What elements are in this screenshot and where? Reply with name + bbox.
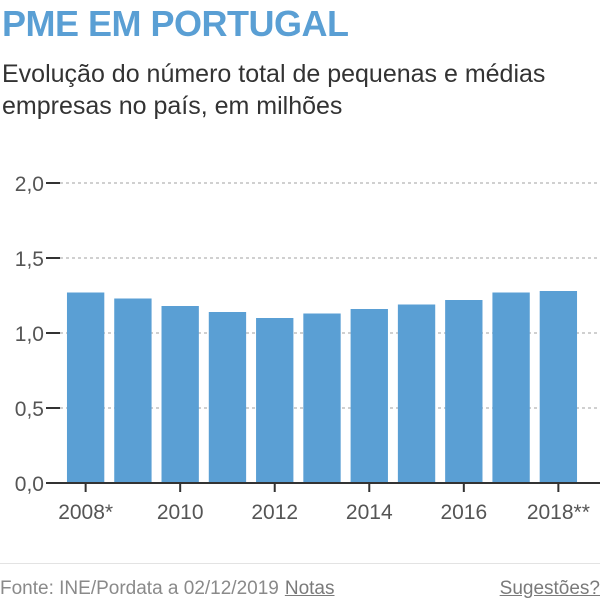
bar [445,300,483,483]
notes-link[interactable]: Notas [284,578,335,599]
bar [303,313,341,483]
chart-title: PME EM PORTUGAL [2,3,349,44]
bar [397,304,436,483]
source-note: Fonte: INE/Pordata a 02/12/2019 Notas [0,578,335,600]
bar [256,318,294,483]
footer: Fonte: INE/Pordata a 02/12/2019 Notas Sug… [0,563,600,613]
x-tick-label: 2008* [58,501,113,524]
bar-chart: 0,0 0,5 1,0 1,5 2,0 2008* 2010 2012 2014 2016 2018… [15,173,600,524]
source-text: Fonte: INE/Pordata a 02/12/2019 [0,578,279,599]
bars [66,291,578,483]
bar [492,292,530,483]
bar [539,291,578,483]
bar [350,309,388,483]
x-tick-label: 2014 [346,501,393,524]
bar [66,292,105,483]
bar [208,312,247,483]
y-tick-label: 0,0 [15,473,44,496]
x-tick-label: 2010 [157,501,204,524]
chart-subtitle: Evolução do número total de pequenas e m… [2,60,546,120]
y-tick-label: 1,0 [15,323,44,346]
y-tick-label: 2,0 [15,173,44,196]
y-tick-label: 0,5 [15,398,44,421]
axes: 0,0 0,5 1,0 1,5 2,0 2008* 2010 2012 2014 2016 2018… [15,173,600,524]
y-tick-label: 1,5 [15,248,44,271]
x-tick-label: 2018** [527,501,590,524]
bar [114,298,152,483]
suggestions-link[interactable]: Sugestões? [499,578,600,599]
bar [161,306,199,483]
x-tick-label: 2012 [251,501,298,524]
x-tick-label: 2016 [440,501,487,524]
